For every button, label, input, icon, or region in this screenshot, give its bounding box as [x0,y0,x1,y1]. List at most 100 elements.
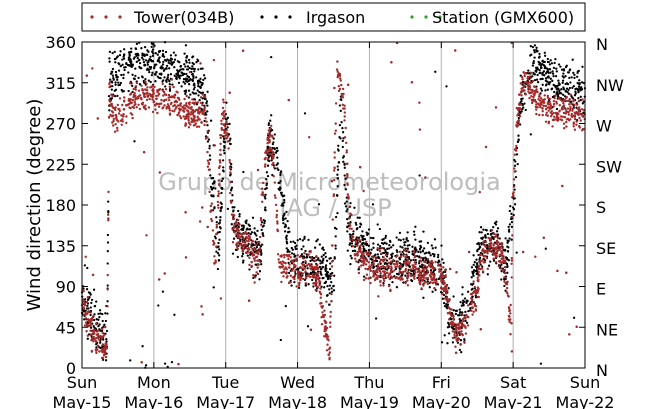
irgason-point [417,262,421,265]
irgason-point [372,246,375,249]
irgason-point [315,240,318,243]
irgason-point [538,69,541,72]
irgason-point [458,317,461,321]
irgason-point [551,79,554,82]
tower-point [171,109,174,113]
irgason-point [238,213,241,216]
irgason-point [108,57,111,60]
irgason-point [282,215,285,218]
tower-point [268,148,271,151]
irgason-point [149,80,152,84]
tower-point [377,263,380,267]
irgason-point [187,96,191,99]
irgason-point [146,53,149,57]
irgason-point [484,234,487,237]
tower-point [223,115,226,118]
tower-point [152,100,156,103]
tower-point [412,249,416,253]
tower-point [402,270,405,273]
irgason-point [504,237,507,240]
irgason-point [365,231,368,234]
irgason-point [533,51,536,54]
tower-point [564,112,567,115]
irgason-point [205,102,208,105]
tower-point [84,321,88,324]
tower-point [204,137,208,140]
tower-point [483,251,486,254]
irgason-point [267,122,271,125]
tower-point [432,276,436,279]
tower-point [346,162,349,165]
tower-point [294,258,297,261]
irgason-point [350,242,354,245]
tower-point [404,256,407,259]
irgason-point [461,286,464,289]
irgason-point [332,284,335,288]
irgason-point [229,137,232,140]
irgason-point [226,207,230,211]
tower-point [142,151,146,154]
irgason-point [111,84,114,88]
irgason-point [442,301,446,305]
irgason-point [549,59,552,62]
tower-point [481,267,484,270]
irgason-point [342,155,345,158]
x-tick-date-label: May-19 [340,393,399,409]
tower-point [431,261,434,264]
irgason-point [154,80,157,83]
tower-point [85,74,89,77]
irgason-point [297,268,300,271]
irgason-point [209,174,212,177]
tower-point [443,297,447,300]
tower-point [267,132,270,136]
irgason-point [576,71,579,75]
irgason-point [369,236,373,240]
irgason-point [513,158,516,162]
tower-point [470,297,473,300]
irgason-point [479,226,483,229]
irgason-point [330,280,333,284]
irgason-point [442,271,445,274]
irgason-point [489,260,492,263]
tower-point [268,149,271,153]
irgason-point [184,92,187,96]
irgason-point [539,71,542,75]
tower-point [304,270,307,273]
tower-point [156,90,159,94]
tower-point [465,313,468,317]
tower-point [446,289,449,292]
irgason-point [446,326,450,329]
tower-point [297,277,300,280]
irgason-point [357,261,360,264]
irgason-point [573,73,576,77]
tower-point [449,267,452,271]
compass-tick-label: SW [596,157,622,176]
tower-point [112,117,116,121]
tower-point [197,110,200,113]
tower-point [434,260,437,264]
irgason-point [367,248,371,252]
irgason-point [119,50,122,53]
irgason-point [321,246,325,249]
tower-point [206,130,209,133]
irgason-point [527,69,530,72]
irgason-point [341,126,344,130]
irgason-point [552,74,555,78]
irgason-point [558,82,561,86]
tower-point [232,213,235,217]
tower-point [203,109,206,112]
irgason-point [434,288,437,292]
tower-point [144,92,148,95]
tower-point [542,104,546,108]
tower-point [256,263,260,266]
irgason-point [184,65,187,68]
irgason-point [478,256,482,260]
tower-point [343,104,346,107]
tower-point [304,260,307,263]
tower-point [264,157,267,161]
irgason-point [322,253,325,257]
irgason-point [333,226,337,230]
irgason-point [224,113,227,116]
tower-point [329,310,332,314]
irgason-point [382,282,385,285]
